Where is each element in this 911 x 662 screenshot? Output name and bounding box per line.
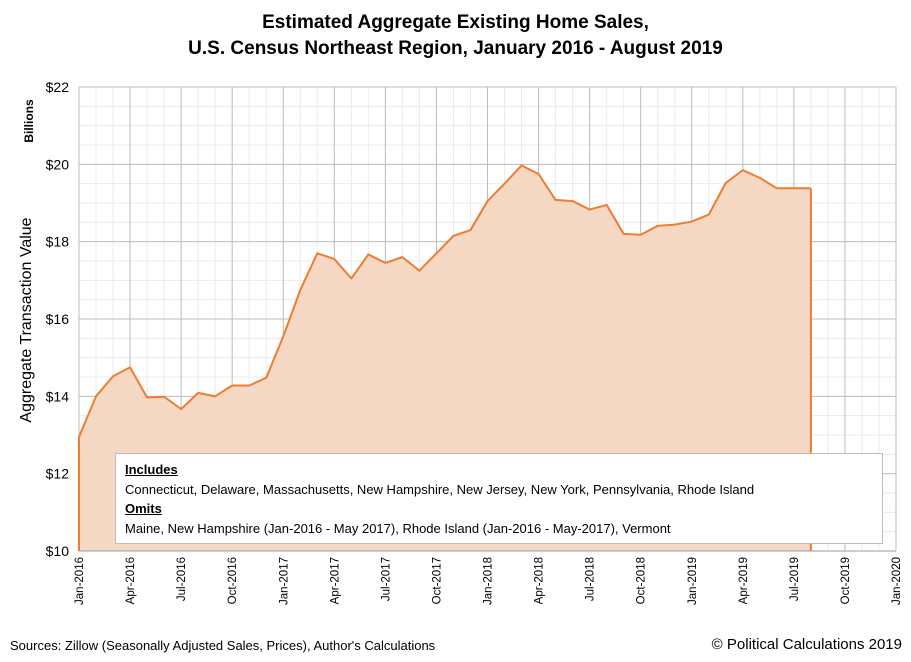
y-tick-label: $16 xyxy=(46,311,70,327)
y-tick-label: $22 xyxy=(46,79,70,95)
x-tick-label: Jan-2019 xyxy=(687,557,699,605)
region-note-box: Includes Connecticut, Delaware, Massachu… xyxy=(115,453,883,544)
x-tick-label: Jul-2017 xyxy=(380,557,392,601)
x-tick-label: Oct-2017 xyxy=(431,557,443,604)
x-tick-label: Apr-2017 xyxy=(329,557,341,604)
x-tick-label: Jan-2020 xyxy=(891,557,903,605)
x-tick-label: Jan-2018 xyxy=(483,557,495,605)
y-tick-label: $14 xyxy=(46,388,70,404)
y-axis-units-label: Billions xyxy=(22,98,36,143)
omits-heading: Omits xyxy=(125,501,162,516)
series-line xyxy=(78,164,811,438)
y-axis-units: Billions xyxy=(22,93,36,148)
y-axis-title: Aggregate Transaction Value xyxy=(16,170,38,470)
x-tick-label: Jan-2017 xyxy=(278,557,290,605)
y-tick-label: $12 xyxy=(46,466,70,482)
x-tick-label: Jan-2016 xyxy=(74,557,86,605)
x-tick-label: Jul-2016 xyxy=(176,557,188,601)
chart-title: Estimated Aggregate Existing Home Sales,… xyxy=(0,10,911,62)
y-axis-title-label: Aggregate Transaction Value xyxy=(18,217,35,423)
x-tick-label: Oct-2016 xyxy=(227,557,239,604)
y-tick-label: $20 xyxy=(46,156,70,172)
x-tick-label: Jul-2018 xyxy=(585,557,597,601)
chart-title-line-2: U.S. Census Northeast Region, January 20… xyxy=(188,38,723,59)
y-tick-label: $18 xyxy=(46,234,70,250)
x-tick-label: Apr-2018 xyxy=(534,557,546,604)
copyright-note: © Political Calculations 2019 xyxy=(711,636,902,653)
y-tick-label: $10 xyxy=(46,543,70,559)
includes-heading: Includes xyxy=(125,462,178,477)
x-tick-label: Oct-2019 xyxy=(840,557,852,604)
x-tick-label: Oct-2018 xyxy=(636,557,648,604)
includes-text: Connecticut, Delaware, Massachusetts, Ne… xyxy=(125,481,755,497)
sources-note: Sources: Zillow (Seasonally Adjusted Sal… xyxy=(10,638,436,653)
omits-text: Maine, New Hampshire (Jan-2016 - May 201… xyxy=(125,520,671,536)
x-tick-label: Apr-2019 xyxy=(738,557,750,604)
x-tick-label: Jul-2019 xyxy=(789,557,801,601)
x-tick-label: Apr-2016 xyxy=(125,557,137,604)
chart-title-line-1: Estimated Aggregate Existing Home Sales, xyxy=(262,12,649,33)
